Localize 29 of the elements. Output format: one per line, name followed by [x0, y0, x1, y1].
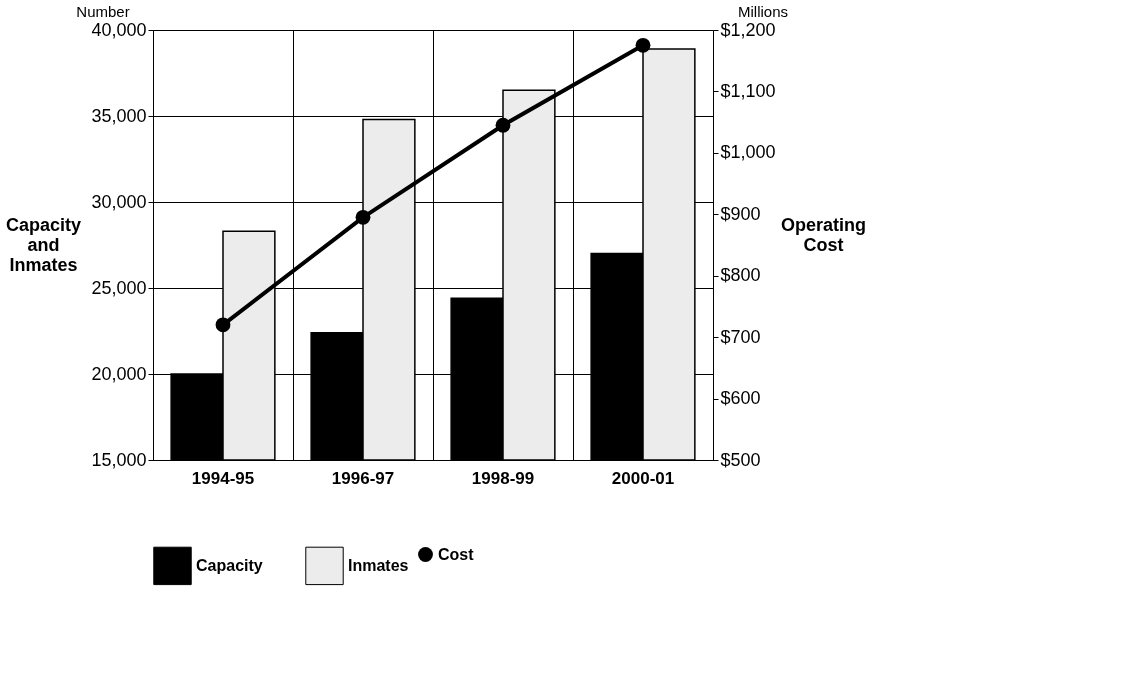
text: Number — [76, 3, 130, 20]
legend-label: Capacity — [196, 556, 263, 574]
point — [215, 317, 231, 333]
y-tick-label: 40,000 — [91, 19, 147, 40]
x-tick-label: 1998-99 — [471, 468, 535, 488]
point — [495, 117, 511, 133]
point — [355, 209, 371, 225]
y-tick-label: 35,000 — [91, 105, 147, 126]
y2-tick-label: $1,000 — [720, 142, 776, 163]
x-tick-label: 1994-95 — [191, 468, 255, 488]
y2-axis-title: Operating Cost — [780, 214, 867, 255]
legend-label: Cost — [438, 545, 475, 563]
y2-tick-label: $700 — [720, 326, 761, 347]
x-tick-label: 1996-97 — [331, 468, 395, 488]
text: Millions — [737, 3, 789, 20]
y2-tick-label: $800 — [720, 265, 761, 286]
y-axis-title: Capacity and Inmates — [5, 214, 82, 275]
y2-tick-label: $600 — [720, 388, 761, 409]
y-tick-label: 25,000 — [91, 277, 147, 298]
y-tick-label: 20,000 — [91, 363, 147, 384]
y2-tick-label: $900 — [720, 203, 761, 224]
y2-tick-label: $1,100 — [720, 80, 776, 101]
y2-tick-label: $1,200 — [720, 19, 776, 40]
y2-tick-label: $500 — [720, 449, 761, 470]
y-tick-label: 30,000 — [91, 191, 147, 212]
y-tick-label: 15,000 — [91, 449, 147, 470]
x-tick-label: 2000-01 — [611, 468, 675, 488]
point — [635, 37, 651, 53]
legend-label: Inmates — [348, 556, 409, 574]
